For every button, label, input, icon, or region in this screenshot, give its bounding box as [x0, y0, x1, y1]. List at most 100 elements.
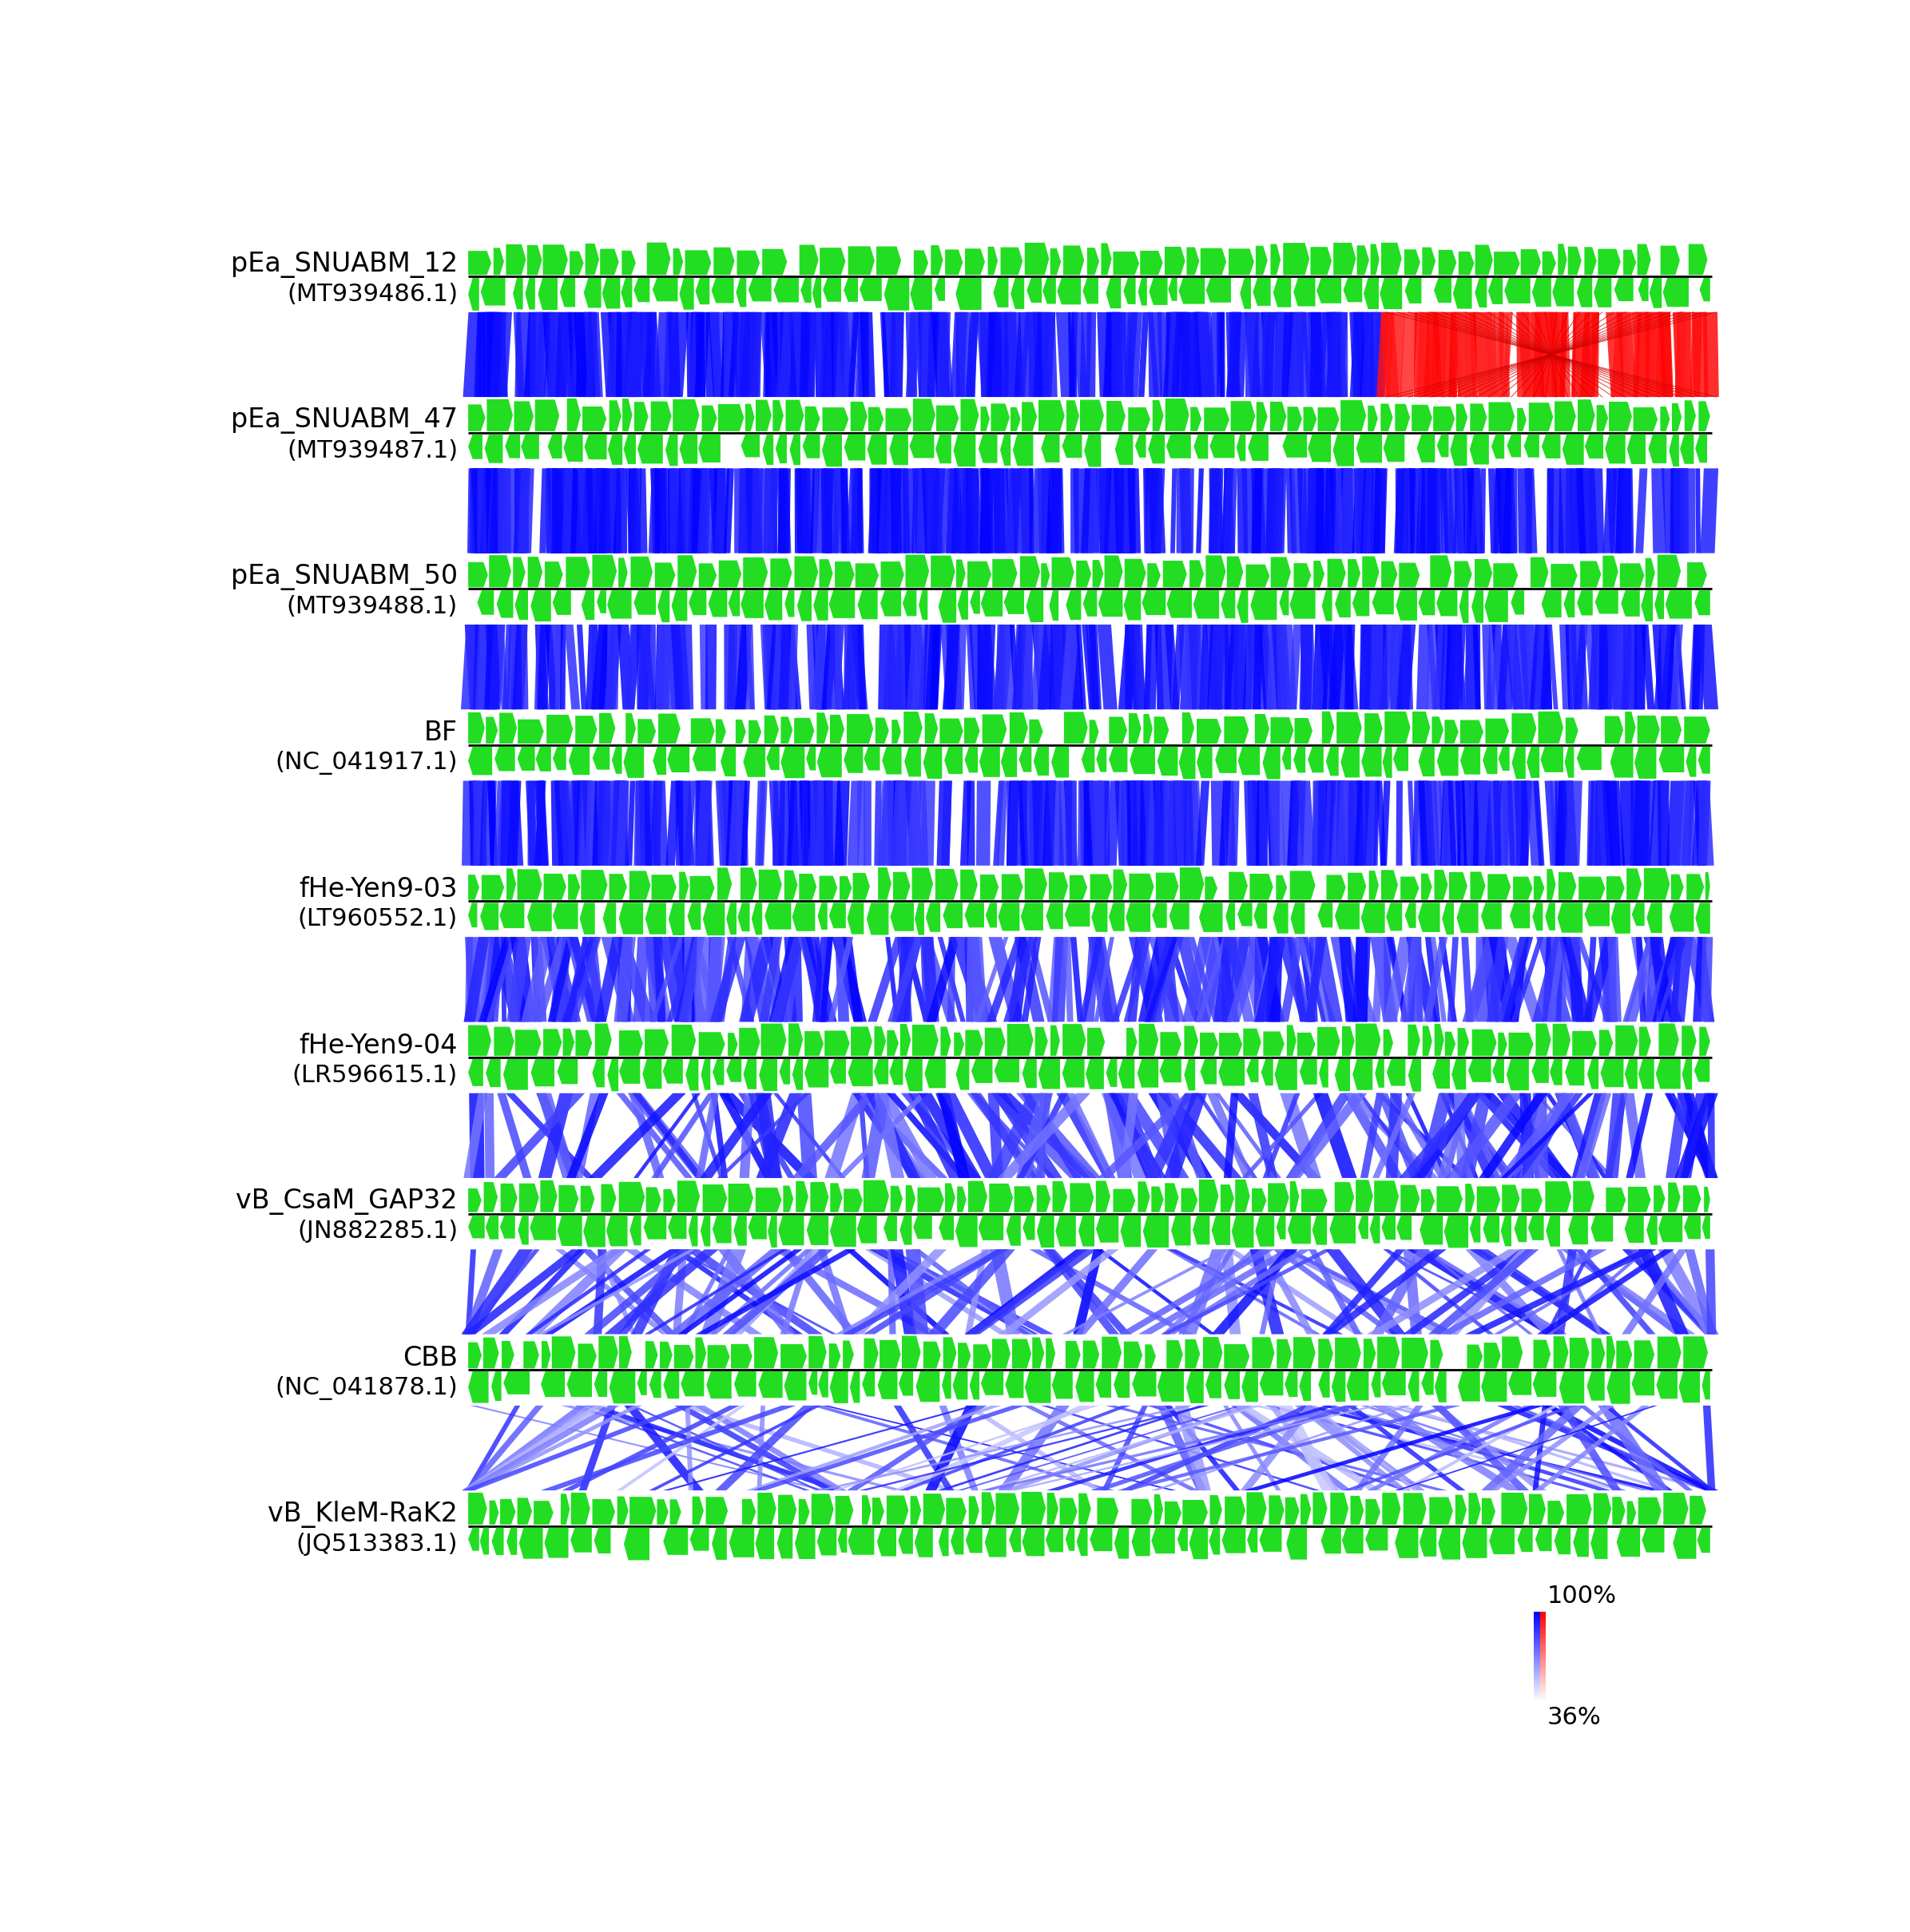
Polygon shape [653, 278, 678, 301]
Polygon shape [703, 902, 724, 935]
Polygon shape [1616, 1528, 1641, 1557]
Polygon shape [1083, 278, 1098, 303]
Polygon shape [1157, 313, 1169, 396]
Polygon shape [1620, 564, 1645, 587]
Polygon shape [518, 719, 544, 744]
Polygon shape [682, 1250, 732, 1335]
Polygon shape [791, 781, 806, 866]
Polygon shape [1031, 1337, 1045, 1368]
Polygon shape [470, 781, 478, 866]
Polygon shape [1291, 902, 1305, 933]
Polygon shape [775, 435, 787, 464]
Polygon shape [1568, 937, 1583, 1022]
Polygon shape [1698, 402, 1709, 431]
Polygon shape [1591, 313, 1599, 396]
Polygon shape [1341, 468, 1348, 553]
Polygon shape [1165, 1406, 1240, 1490]
Polygon shape [518, 468, 531, 553]
Polygon shape [1411, 406, 1432, 431]
Polygon shape [1400, 877, 1419, 900]
Polygon shape [581, 1250, 676, 1335]
Polygon shape [730, 781, 739, 866]
Polygon shape [600, 313, 615, 396]
Polygon shape [1371, 1250, 1429, 1335]
Polygon shape [1073, 1250, 1104, 1335]
Polygon shape [1635, 468, 1648, 553]
Polygon shape [1704, 1186, 1709, 1211]
Polygon shape [716, 937, 737, 1022]
Polygon shape [1572, 313, 1581, 396]
Polygon shape [1658, 313, 1669, 396]
Polygon shape [913, 468, 928, 553]
Polygon shape [1461, 781, 1476, 866]
Polygon shape [686, 1059, 699, 1090]
Polygon shape [808, 1372, 817, 1395]
Polygon shape [699, 435, 720, 462]
Polygon shape [1364, 713, 1383, 744]
Polygon shape [1389, 937, 1408, 1022]
Polygon shape [1664, 313, 1673, 396]
Polygon shape [489, 1501, 499, 1524]
Polygon shape [1427, 313, 1436, 396]
Polygon shape [1578, 400, 1595, 431]
Polygon shape [848, 1059, 873, 1086]
Polygon shape [1411, 1094, 1482, 1179]
Polygon shape [556, 313, 569, 396]
Polygon shape [1047, 1493, 1058, 1524]
Polygon shape [1369, 624, 1385, 709]
Polygon shape [1083, 591, 1096, 616]
Polygon shape [758, 1493, 775, 1524]
Polygon shape [1528, 1215, 1543, 1240]
Polygon shape [1056, 313, 1075, 396]
Polygon shape [1182, 713, 1194, 744]
Polygon shape [936, 435, 951, 464]
Polygon shape [1602, 468, 1618, 553]
Polygon shape [812, 278, 821, 307]
Polygon shape [858, 1094, 869, 1179]
Polygon shape [1679, 313, 1688, 396]
Polygon shape [817, 902, 827, 929]
Polygon shape [1501, 1094, 1593, 1179]
Polygon shape [1480, 1406, 1585, 1490]
Polygon shape [1369, 937, 1398, 1022]
Polygon shape [1404, 624, 1413, 709]
Polygon shape [1459, 313, 1469, 396]
Polygon shape [1494, 781, 1499, 866]
Polygon shape [470, 1094, 485, 1179]
Polygon shape [1694, 591, 1709, 614]
Polygon shape [1263, 746, 1280, 779]
Polygon shape [863, 781, 871, 866]
Polygon shape [770, 937, 789, 1022]
Polygon shape [581, 1186, 594, 1211]
Polygon shape [1692, 624, 1706, 709]
Polygon shape [1534, 877, 1545, 900]
Polygon shape [1673, 1528, 1696, 1559]
Polygon shape [938, 1094, 970, 1179]
Polygon shape [1475, 468, 1484, 553]
Polygon shape [1129, 746, 1156, 775]
Polygon shape [1165, 247, 1186, 274]
Polygon shape [1454, 560, 1473, 587]
Polygon shape [615, 781, 628, 866]
Polygon shape [779, 937, 802, 1022]
Polygon shape [518, 468, 535, 553]
Polygon shape [542, 1030, 562, 1057]
Polygon shape [816, 1406, 1194, 1490]
Polygon shape [548, 937, 575, 1022]
Polygon shape [701, 1250, 747, 1335]
Polygon shape [879, 468, 890, 553]
Polygon shape [1610, 313, 1627, 396]
Polygon shape [468, 1493, 487, 1524]
Polygon shape [1014, 1186, 1033, 1211]
Polygon shape [850, 468, 861, 553]
Polygon shape [476, 624, 497, 709]
Polygon shape [1360, 624, 1373, 709]
Polygon shape [617, 1094, 693, 1179]
Polygon shape [1526, 746, 1539, 779]
Polygon shape [1047, 468, 1056, 553]
Polygon shape [1138, 937, 1169, 1022]
Polygon shape [1704, 313, 1719, 396]
Polygon shape [1272, 1250, 1398, 1335]
Polygon shape [1501, 1184, 1520, 1211]
Polygon shape [1022, 468, 1033, 553]
